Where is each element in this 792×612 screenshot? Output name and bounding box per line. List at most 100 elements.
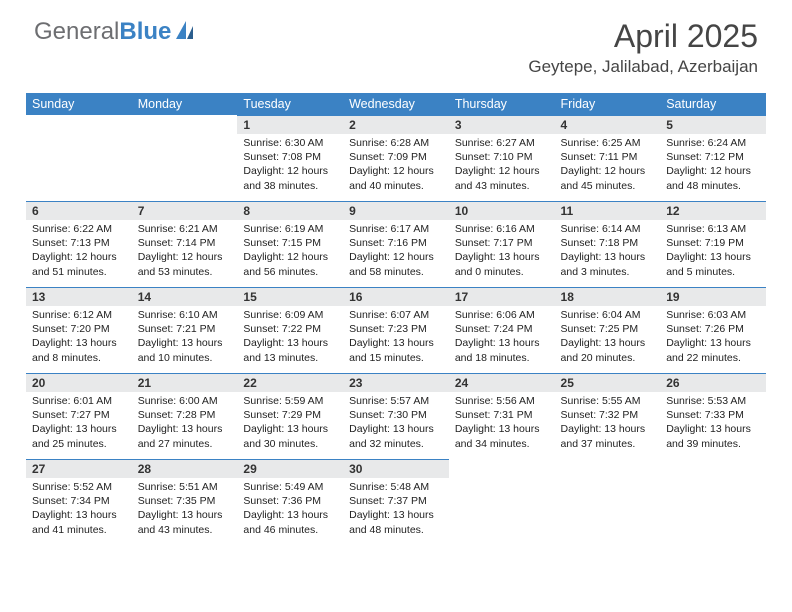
cell-body: Sunrise: 5:48 AMSunset: 7:37 PMDaylight:… xyxy=(343,478,449,543)
calendar-cell: 29Sunrise: 5:49 AMSunset: 7:36 PMDayligh… xyxy=(237,459,343,545)
daynum-row: 15 xyxy=(237,287,343,306)
cell-body: Sunrise: 5:51 AMSunset: 7:35 PMDaylight:… xyxy=(132,478,238,543)
logo-text: GeneralBlue xyxy=(34,18,171,46)
calendar-cell: 12Sunrise: 6:13 AMSunset: 7:19 PMDayligh… xyxy=(660,201,766,287)
sunset-text: Sunset: 7:33 PM xyxy=(666,408,760,422)
day-number: 17 xyxy=(449,288,555,306)
calendar-cell: 26 Sunrise: 5:53 AMSunset: 7:33 PMDayligh… xyxy=(660,373,766,459)
cell-body: Sunrise: 6:28 AMSunset: 7:09 PMDaylight:… xyxy=(343,134,449,199)
daynum-row: 22 xyxy=(237,373,343,392)
calendar-week: 13Sunrise: 6:12 AMSunset: 7:20 PMDayligh… xyxy=(26,287,766,373)
sunrise-text: Sunrise: 6:04 AM xyxy=(561,308,655,322)
sunset-text: Sunset: 7:23 PM xyxy=(349,322,443,336)
cell-body: Sunrise: 5:56 AMSunset: 7:31 PMDaylight:… xyxy=(449,392,555,457)
sunset-text: Sunset: 7:16 PM xyxy=(349,236,443,250)
daylight-text: Daylight: 13 hours and 48 minutes. xyxy=(349,508,443,536)
day-number: 10 xyxy=(449,202,555,220)
day-number: 2 xyxy=(343,116,449,134)
cell-body: Sunrise: 6:22 AMSunset: 7:13 PMDaylight:… xyxy=(26,220,132,285)
cell-body: Sunrise: 6:12 AMSunset: 7:20 PMDaylight:… xyxy=(26,306,132,371)
daylight-text: Daylight: 13 hours and 22 minutes. xyxy=(666,336,760,364)
day-number: 20 xyxy=(26,374,132,392)
day-number: 18 xyxy=(555,288,661,306)
sunrise-text: Sunrise: 5:48 AM xyxy=(349,480,443,494)
sail-icon xyxy=(175,20,197,45)
calendar-cell: 9Sunrise: 6:17 AMSunset: 7:16 PMDaylight… xyxy=(343,201,449,287)
cell-body: Sunrise: 6:06 AMSunset: 7:24 PMDaylight:… xyxy=(449,306,555,371)
calendar-cell: 10Sunrise: 6:16 AMSunset: 7:17 PMDayligh… xyxy=(449,201,555,287)
calendar-cell: 18Sunrise: 6:04 AMSunset: 7:25 PMDayligh… xyxy=(555,287,661,373)
calendar-cell xyxy=(132,115,238,201)
day-number: 7 xyxy=(132,202,238,220)
calendar-cell: 11Sunrise: 6:14 AMSunset: 7:18 PMDayligh… xyxy=(555,201,661,287)
logo-text-gray: General xyxy=(34,18,119,45)
sunset-text: Sunset: 7:27 PM xyxy=(32,408,126,422)
sunset-text: Sunset: 7:21 PM xyxy=(138,322,232,336)
sunrise-text: Sunrise: 6:13 AM xyxy=(666,222,760,236)
daylight-text: Daylight: 13 hours and 0 minutes. xyxy=(455,250,549,278)
calendar-week: 6Sunrise: 6:22 AMSunset: 7:13 PMDaylight… xyxy=(26,201,766,287)
daynum-row: 9 xyxy=(343,201,449,220)
daylight-text: Daylight: 13 hours and 32 minutes. xyxy=(349,422,443,450)
calendar-week: 20Sunrise: 6:01 AMSunset: 7:27 PMDayligh… xyxy=(26,373,766,459)
calendar-cell xyxy=(26,115,132,201)
daylight-text: Daylight: 13 hours and 5 minutes. xyxy=(666,250,760,278)
sunrise-text: Sunrise: 6:24 AM xyxy=(666,136,760,150)
daylight-text: Daylight: 13 hours and 8 minutes. xyxy=(32,336,126,364)
cell-body: Sunrise: 6:19 AMSunset: 7:15 PMDaylight:… xyxy=(237,220,343,285)
sunset-text: Sunset: 7:31 PM xyxy=(455,408,549,422)
sunrise-text: Sunrise: 6:17 AM xyxy=(349,222,443,236)
logo: GeneralBlue xyxy=(34,18,197,46)
cell-body: Sunrise: 5:59 AMSunset: 7:29 PMDaylight:… xyxy=(237,392,343,457)
sunset-text: Sunset: 7:12 PM xyxy=(666,150,760,164)
title-block: April 2025 Geytepe, Jalilabad, Azerbaija… xyxy=(528,18,758,77)
calendar-cell: 20Sunrise: 6:01 AMSunset: 7:27 PMDayligh… xyxy=(26,373,132,459)
sunrise-text: Sunrise: 5:53 AM xyxy=(666,394,760,408)
calendar-cell xyxy=(449,459,555,545)
cell-body: Sunrise: 5:55 AMSunset: 7:32 PMDaylight:… xyxy=(555,392,661,457)
sunset-text: Sunset: 7:17 PM xyxy=(455,236,549,250)
daynum-row: 24 xyxy=(449,373,555,392)
day-number: 5 xyxy=(660,116,766,134)
daylight-text: Daylight: 12 hours and 56 minutes. xyxy=(243,250,337,278)
daylight-text: Daylight: 13 hours and 3 minutes. xyxy=(561,250,655,278)
day-number: 12 xyxy=(660,202,766,220)
daylight-text: Daylight: 13 hours and 13 minutes. xyxy=(243,336,337,364)
daynum-row: 4 xyxy=(555,115,661,134)
sunset-text: Sunset: 7:24 PM xyxy=(455,322,549,336)
day-number: 6 xyxy=(26,202,132,220)
cell-body: Sunrise: 6:14 AMSunset: 7:18 PMDaylight:… xyxy=(555,220,661,285)
weekday-wed: Wednesday xyxy=(343,93,449,115)
sunrise-text: Sunrise: 6:07 AM xyxy=(349,308,443,322)
weekday-sun: Sunday xyxy=(26,93,132,115)
calendar-cell xyxy=(660,459,766,545)
daylight-text: Daylight: 13 hours and 27 minutes. xyxy=(138,422,232,450)
daynum-row: 16 xyxy=(343,287,449,306)
cell-body: Sunrise: 6:16 AMSunset: 7:17 PMDaylight:… xyxy=(449,220,555,285)
daylight-text: Daylight: 13 hours and 15 minutes. xyxy=(349,336,443,364)
day-number: 25 xyxy=(555,374,661,392)
daynum-row: 21 xyxy=(132,373,238,392)
sunset-text: Sunset: 7:08 PM xyxy=(243,150,337,164)
calendar-cell: 25Sunrise: 5:55 AMSunset: 7:32 PMDayligh… xyxy=(555,373,661,459)
day-number: 11 xyxy=(555,202,661,220)
logo-text-blue: Blue xyxy=(119,18,171,45)
calendar-table: Sunday Monday Tuesday Wednesday Thursday… xyxy=(26,93,766,545)
day-number: 26 xyxy=(660,374,766,392)
daylight-text: Daylight: 13 hours and 30 minutes. xyxy=(243,422,337,450)
daynum-row: 17 xyxy=(449,287,555,306)
weekday-thu: Thursday xyxy=(449,93,555,115)
calendar-cell: 17Sunrise: 6:06 AMSunset: 7:24 PMDayligh… xyxy=(449,287,555,373)
day-number: 13 xyxy=(26,288,132,306)
day-number: 3 xyxy=(449,116,555,134)
daylight-text: Daylight: 13 hours and 39 minutes. xyxy=(666,422,760,450)
cell-body: Sunrise: 6:01 AMSunset: 7:27 PMDaylight:… xyxy=(26,392,132,457)
cell-body: Sunrise: 6:17 AMSunset: 7:16 PMDaylight:… xyxy=(343,220,449,285)
sunrise-text: Sunrise: 6:06 AM xyxy=(455,308,549,322)
daynum-row: 12 xyxy=(660,201,766,220)
daylight-text: Daylight: 13 hours and 46 minutes. xyxy=(243,508,337,536)
calendar-cell: 22Sunrise: 5:59 AMSunset: 7:29 PMDayligh… xyxy=(237,373,343,459)
daylight-text: Daylight: 12 hours and 43 minutes. xyxy=(455,164,549,192)
day-number: 8 xyxy=(237,202,343,220)
daylight-text: Daylight: 13 hours and 37 minutes. xyxy=(561,422,655,450)
